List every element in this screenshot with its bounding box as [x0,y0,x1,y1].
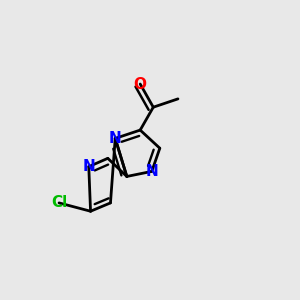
Text: Cl: Cl [51,195,67,210]
Text: N: N [82,159,95,174]
Text: N: N [146,164,158,179]
Text: O: O [134,76,147,92]
Text: N: N [109,131,122,146]
